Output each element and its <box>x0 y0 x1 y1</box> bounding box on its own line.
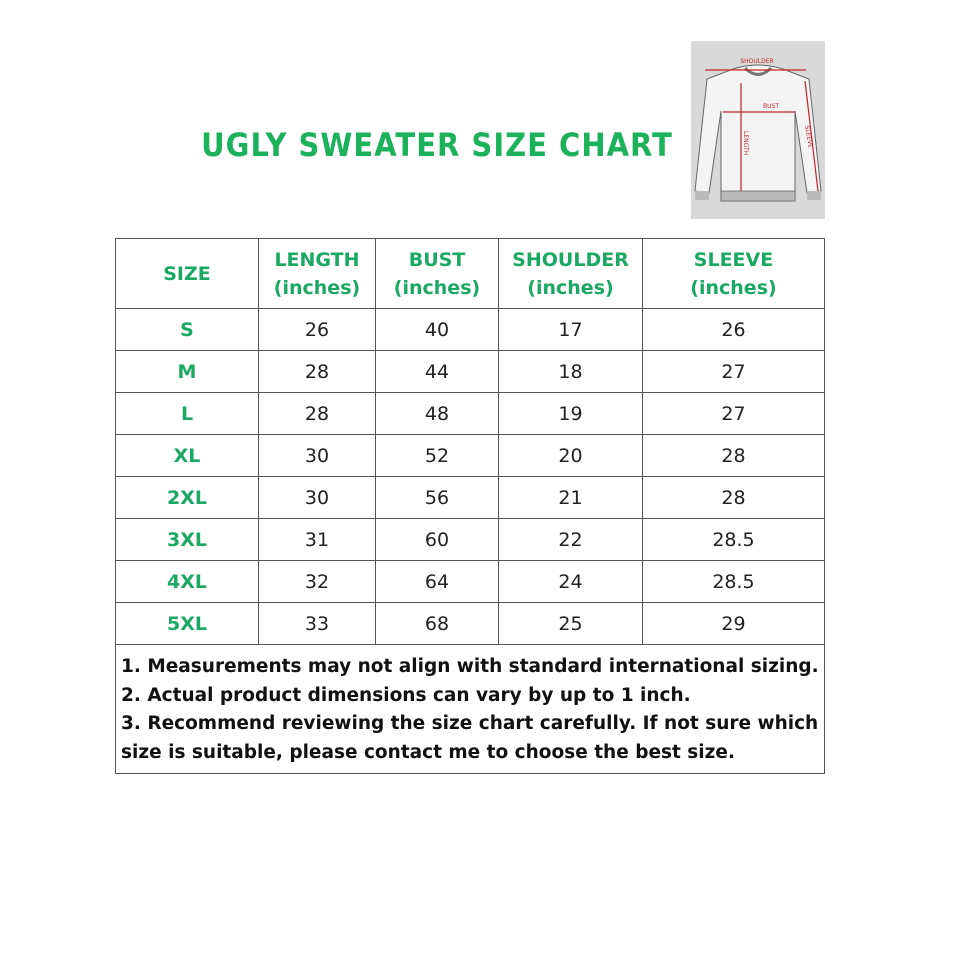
measurement-cell: 68 <box>375 602 499 645</box>
measurement-cell: 28 <box>258 392 376 435</box>
column-header-unit: (inches) <box>393 276 481 299</box>
column-header-unit: (inches) <box>690 276 777 299</box>
table-row: M 28 44 18 27 <box>115 350 825 393</box>
note-2: 2. Actual product dimensions can vary by… <box>121 684 691 706</box>
measurement-cell: 21 <box>498 476 643 519</box>
note-3-continued: size is suitable, please contact me to c… <box>121 741 735 763</box>
measurement-cell: 18 <box>498 350 643 393</box>
size-cell: 4XL <box>115 560 259 603</box>
size-cell: XL <box>115 434 259 477</box>
measurement-cell: 28.5 <box>642 518 825 561</box>
page-title: UGLY SWEATER SIZE CHART <box>201 126 673 164</box>
diagram-label-bust: BUST <box>763 103 779 110</box>
measurement-cell: 25 <box>498 602 643 645</box>
notes-row: 1. Measurements may not align with stand… <box>115 644 825 774</box>
measurement-cell: 33 <box>258 602 376 645</box>
measurement-cell: 28 <box>642 476 825 519</box>
measurement-cell: 28 <box>642 434 825 477</box>
table-header-row: SIZE LENGTH (inches) BUST (inches) SHOULDER (i… <box>115 238 825 309</box>
measurement-cell: 60 <box>375 518 499 561</box>
column-header-title: BUST <box>408 248 466 271</box>
diagram-label-length: LENGTH <box>742 131 749 155</box>
measurement-cell: 29 <box>642 602 825 645</box>
measurement-cell: 28.5 <box>642 560 825 603</box>
size-cell: 2XL <box>115 476 259 519</box>
measurement-cell: 40 <box>375 308 499 351</box>
column-header-unit: (inches) <box>527 276 614 299</box>
measurement-cell: 20 <box>498 434 643 477</box>
size-cell: 5XL <box>115 602 259 645</box>
measurement-cell: 30 <box>258 434 376 477</box>
size-cell: L <box>115 392 259 435</box>
column-header: SHOULDER (inches) <box>498 238 643 309</box>
measurement-cell: 56 <box>375 476 499 519</box>
column-header: BUST (inches) <box>375 238 499 309</box>
measurement-cell: 64 <box>375 560 499 603</box>
column-header-unit: (inches) <box>273 276 361 299</box>
table-row: 5XL 33 68 25 29 <box>115 602 825 645</box>
measurement-cell: 48 <box>375 392 499 435</box>
size-cell: S <box>115 308 259 351</box>
notes: 1. Measurements may not align with stand… <box>115 644 825 774</box>
table-row: 4XL 32 64 24 28.5 <box>115 560 825 603</box>
diagram-label-sleeve: SLEEVE <box>803 125 814 149</box>
measurement-cell: 44 <box>375 350 499 393</box>
diagram-label-shoulder: SHOULDER <box>740 58 773 65</box>
measurement-cell: 30 <box>258 476 376 519</box>
measurement-cell: 26 <box>642 308 825 351</box>
table-row: 3XL 31 60 22 28.5 <box>115 518 825 561</box>
note-1: 1. Measurements may not align with stand… <box>121 656 819 677</box>
column-header: LENGTH (inches) <box>258 238 376 309</box>
table-row: L 28 48 19 27 <box>115 392 825 435</box>
size-chart-table: SIZE LENGTH (inches) BUST (inches) SHOULDER (i… <box>115 238 825 774</box>
size-cell: 3XL <box>115 518 259 561</box>
column-header: SLEEVE (inches) <box>642 238 825 309</box>
measurement-cell: 22 <box>498 518 643 561</box>
size-cell: M <box>115 350 259 393</box>
sweater-icon: SHOULDER BUST LENGTH SLEEVE <box>694 58 822 202</box>
table-row: S 26 40 17 26 <box>115 308 825 351</box>
table-row: 2XL 30 56 21 28 <box>115 476 825 519</box>
column-header-title: SHOULDER <box>512 248 629 271</box>
column-header-title: SIZE <box>163 262 211 285</box>
measurement-cell: 27 <box>642 392 825 435</box>
measurement-cell: 27 <box>642 350 825 393</box>
column-header-title: LENGTH <box>274 248 360 271</box>
column-header-title: SLEEVE <box>693 248 774 271</box>
measurement-cell: 31 <box>258 518 376 561</box>
measurement-cell: 17 <box>498 308 643 351</box>
table-row: XL 30 52 20 28 <box>115 434 825 477</box>
measurement-cell: 32 <box>258 560 376 603</box>
measurement-cell: 52 <box>375 434 499 477</box>
sweater-measurement-diagram: SHOULDER BUST LENGTH SLEEVE <box>691 41 825 219</box>
note-3: 3. Recommend reviewing the size chart ca… <box>121 713 819 734</box>
measurement-cell: 26 <box>258 308 376 351</box>
measurement-cell: 28 <box>258 350 376 393</box>
column-header: SIZE <box>115 238 259 309</box>
measurement-cell: 24 <box>498 560 643 603</box>
measurement-cell: 19 <box>498 392 643 435</box>
